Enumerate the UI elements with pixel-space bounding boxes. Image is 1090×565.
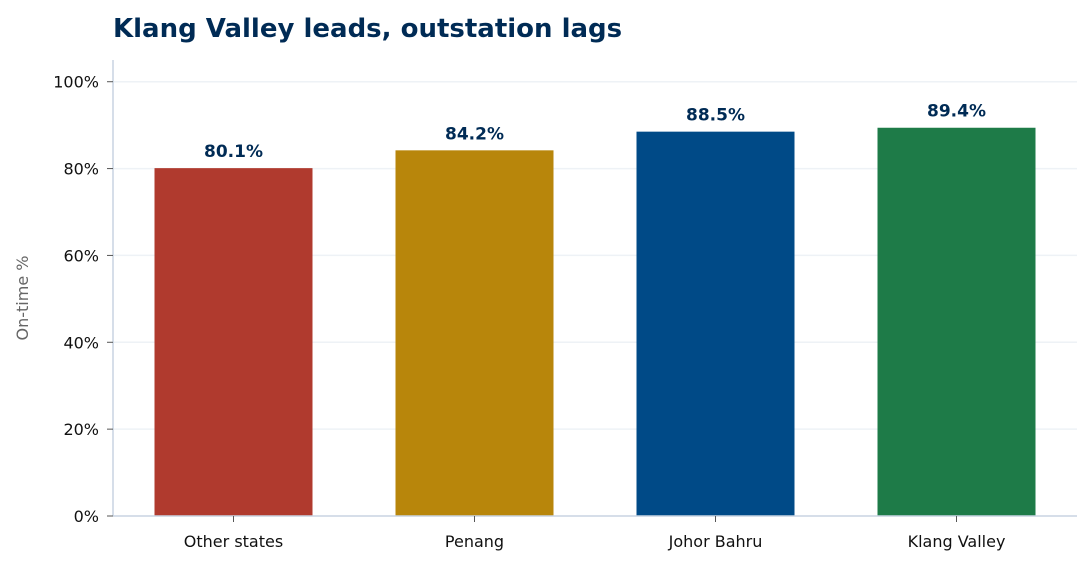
x-tick-label: Penang xyxy=(445,532,504,551)
y-tick-label: 80% xyxy=(63,160,99,179)
data-label: 80.1% xyxy=(204,142,263,162)
y-tick-label: 100% xyxy=(53,73,99,92)
bar xyxy=(636,131,795,516)
bar xyxy=(154,168,313,516)
axes xyxy=(112,60,1077,517)
bars xyxy=(154,127,1036,517)
y-tick-label: 40% xyxy=(63,333,99,352)
data-label: 88.5% xyxy=(686,106,745,126)
x-axis-ticks: Other states Penang Johor Bahru Klang Valle… xyxy=(184,516,1006,551)
data-label: 89.4% xyxy=(927,102,986,122)
bar xyxy=(395,150,554,516)
chart-title: Klang Valley leads, outstation lags xyxy=(113,14,622,44)
y-axis-ticks: 0% 20% 40% 60% 80% 100% xyxy=(53,73,113,526)
y-tick-label: 20% xyxy=(63,420,99,439)
x-tick-label: Klang Valley xyxy=(908,532,1006,551)
data-labels: 80.1% 84.2% 88.5% 89.4% xyxy=(204,102,986,162)
y-tick-label: 0% xyxy=(74,507,99,526)
y-axis-label: On-time % xyxy=(13,256,32,341)
bar xyxy=(877,127,1036,517)
x-tick-label: Other states xyxy=(184,532,283,551)
x-tick-label: Johor Bahru xyxy=(668,532,763,551)
y-tick-label: 60% xyxy=(63,246,99,265)
data-label: 84.2% xyxy=(445,124,504,144)
